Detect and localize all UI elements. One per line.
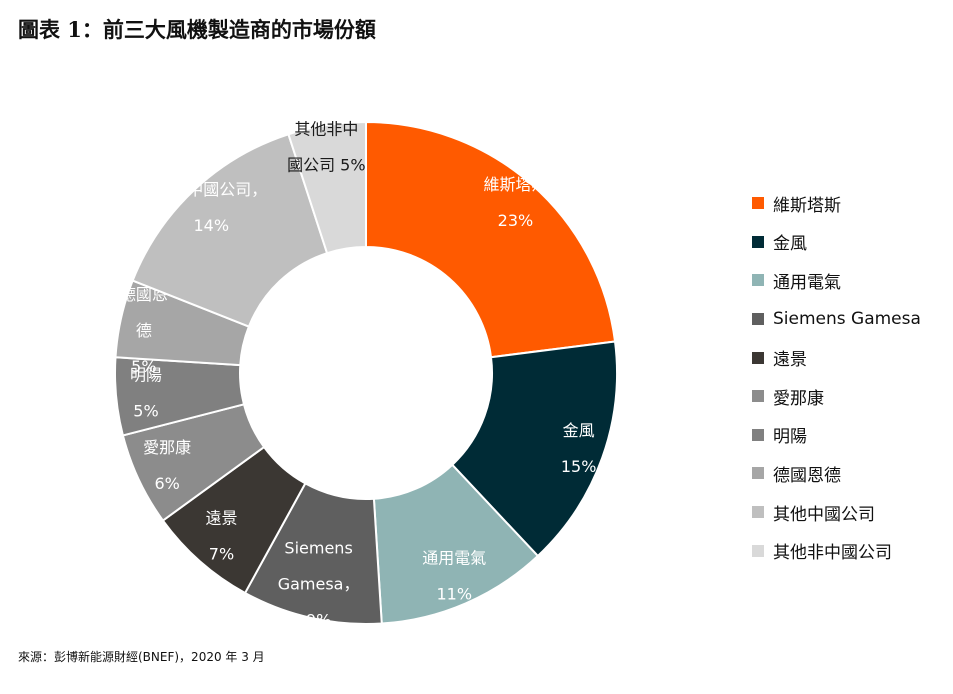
slice-label-text: 15%: [561, 457, 597, 476]
legend-label: 遠景: [773, 350, 807, 371]
legend-item: 明陽: [752, 416, 921, 455]
slice-label-text: 明陽: [130, 365, 162, 384]
legend-label: 德國恩德: [773, 465, 841, 486]
legend-item: Siemens Gamesa: [752, 300, 921, 339]
legend: 維斯塔斯金風通用電氣 Siemens Gamesa 遠景愛那康明陽德國恩德其他中國公…: [752, 184, 921, 570]
legend-item: 其他中國公司: [752, 493, 921, 532]
slice-label-text: 11%: [436, 584, 472, 603]
slice-label-text: 遠景: [205, 508, 237, 527]
slice-label-3: 通用電氣 11%: [422, 548, 486, 603]
legend-label: 明陽: [773, 427, 807, 448]
legend-item: 維斯塔斯: [752, 184, 921, 223]
legend-swatch: [752, 197, 764, 210]
donut-slice-10: [287, 120, 367, 255]
slice-label-text: 其他非中: [294, 119, 358, 138]
legend-swatch: [752, 235, 764, 248]
slice-label-text: 23%: [498, 211, 534, 230]
slice-label-10: 其他非中國公司 5%: [287, 119, 365, 174]
slice-label-text: 國公司 5%: [287, 155, 365, 174]
legend-label: 其他中國公司: [773, 504, 875, 525]
slice-label-1: 維斯塔斯 23%: [483, 175, 547, 230]
legend-swatch: [752, 274, 764, 287]
legend-swatch: [752, 544, 764, 557]
slice-label-9: 其他中國公司， 14%: [155, 180, 267, 235]
legend-label: Siemens Gamesa: [773, 309, 921, 330]
legend-swatch: [752, 390, 764, 403]
legend-swatch: [752, 351, 764, 364]
slice-label-text: 德: [136, 321, 152, 340]
legend-label: 維斯塔斯: [773, 195, 841, 216]
slice-label-text: 7%: [209, 544, 234, 563]
slice-label-text: 愛那康: [143, 438, 191, 457]
source-note: 來源：彭博新能源財經(BNEF)，2020 年 3 月: [18, 650, 265, 664]
slice-label-text: 5%: [133, 401, 158, 420]
page-title: 圖表 1：前三大風機製造商的市場份額: [18, 17, 376, 42]
slice-label-7: 明陽 5%: [130, 365, 162, 420]
legend-item: 通用電氣: [752, 261, 921, 300]
slice-label-text: Gamesa，: [278, 575, 360, 594]
legend-item: 遠景: [752, 338, 921, 377]
slice-label-text: Siemens: [284, 539, 352, 558]
slice-label-5: 遠景 7%: [205, 508, 237, 563]
legend-swatch: [752, 467, 764, 480]
slice-label-text: 6%: [154, 474, 179, 493]
donut-slice-1: [365, 120, 617, 359]
legend-label: 金風: [773, 234, 807, 255]
slice-label-text: 5%: [131, 357, 156, 376]
donut-slice-9: [131, 133, 329, 328]
slice-label-text: 9%: [306, 611, 331, 630]
slice-label-text: 維斯塔斯: [483, 175, 547, 194]
legend-item: 愛那康: [752, 377, 921, 416]
slice-label-4: Siemens Gamesa， 9%: [278, 539, 360, 630]
slice-label-6: 愛那康 6%: [143, 438, 191, 493]
legend-swatch: [752, 313, 764, 326]
slice-label-text: 14%: [194, 216, 230, 235]
donut-slice-2: [450, 340, 618, 558]
legend-label: 其他非中國公司: [773, 543, 892, 564]
slice-label-text: 其他中國公司，: [155, 180, 267, 199]
legend-label: 通用電氣: [773, 272, 841, 293]
legend-item: 德國恩德: [752, 454, 921, 493]
slice-label-text: 通用電氣: [422, 548, 486, 567]
legend-item: 其他非中國公司: [752, 531, 921, 570]
legend-swatch: [752, 428, 764, 441]
legend-label: 愛那康: [773, 388, 824, 409]
slice-label-text: 金風: [563, 421, 595, 440]
slice-label-2: 金風 15%: [561, 421, 597, 476]
legend-swatch: [752, 506, 764, 519]
legend-item: 金風: [752, 223, 921, 262]
